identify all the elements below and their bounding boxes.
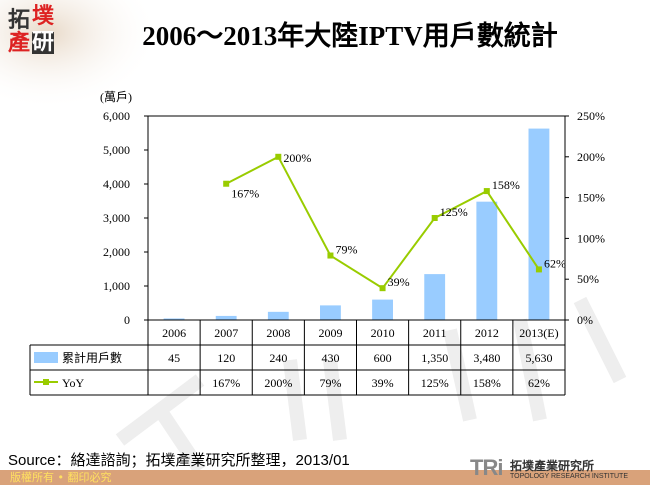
bar <box>372 299 393 320</box>
yoy-point <box>535 266 542 273</box>
logo-char: 拓 <box>8 8 31 33</box>
company-logo: 拓 墣 產 研 <box>8 6 60 56</box>
yoy-data-label: 79% <box>335 243 357 257</box>
yoy-value-cell: 167% <box>212 376 240 390</box>
bar-value-cell: 45 <box>168 351 180 365</box>
yoy-value-cell: 39% <box>372 376 394 390</box>
plot-frame <box>147 115 566 321</box>
footer-bar: 版權所有 • 翻印必究 <box>0 470 650 485</box>
left-tick-label: 0 <box>124 313 130 327</box>
category-label: 2008 <box>266 326 290 340</box>
yoy-point <box>431 215 438 221</box>
bar <box>424 274 446 320</box>
yoy-data-label: 200% <box>283 151 311 165</box>
bar-value-cell: 600 <box>374 351 392 365</box>
right-tick-label: 0% <box>577 313 593 327</box>
bar-value-cell: 5,630 <box>525 351 552 365</box>
yoy-point <box>275 153 282 160</box>
left-tick-label: 4,000 <box>103 177 130 191</box>
bar-value-cell: 430 <box>321 351 339 365</box>
left-tick-label: 3,000 <box>103 211 130 225</box>
category-label: 2009 <box>318 326 342 340</box>
right-tick-label: 200% <box>577 150 605 164</box>
category-label: 2012 <box>475 326 499 340</box>
category-label: 2011 <box>423 326 447 340</box>
category-label: 2010 <box>371 326 395 340</box>
bar <box>163 318 185 320</box>
bar-value-cell: 3,480 <box>473 351 500 365</box>
yoy-data-label: 62% <box>544 256 566 270</box>
right-tick-label: 50% <box>577 272 599 286</box>
yoy-point <box>379 285 386 292</box>
yoy-value-cell: 62% <box>528 376 550 390</box>
bar <box>215 315 237 320</box>
brand-cn: 拓墣產業研究所 <box>510 459 595 473</box>
left-tick-label: 6,000 <box>103 109 130 123</box>
left-tick-label: 2,000 <box>103 245 130 259</box>
copyright-text: 版權所有 • 翻印必究 <box>10 471 112 484</box>
bar-value-cell: 240 <box>269 351 287 365</box>
logo-char: 墣 <box>32 4 55 29</box>
yoy-point <box>327 252 334 259</box>
page-title: 2006～2013年大陸IPTV用戶數統計 <box>142 21 558 51</box>
logo-char: 產 <box>8 31 31 56</box>
right-tick-label: 250% <box>577 109 605 123</box>
right-tick-label: 150% <box>577 191 605 205</box>
yoy-value-cell: 125% <box>421 376 449 390</box>
legend-bar-swatch <box>34 352 58 363</box>
bar <box>528 128 550 320</box>
yoy-value-cell: 79% <box>319 376 341 390</box>
category-label: 2007 <box>214 326 238 340</box>
yoy-point <box>483 188 490 195</box>
legend-line-label: YoY <box>62 376 84 390</box>
category-label: 2006 <box>162 326 186 340</box>
yoy-data-label: 158% <box>492 178 520 192</box>
bar-value-cell: 120 <box>217 351 235 365</box>
bar <box>320 305 341 320</box>
bar <box>476 201 498 320</box>
yoy-data-label: 125% <box>440 205 468 219</box>
bar <box>267 311 289 320</box>
unit-label: (萬戶) <box>100 90 132 104</box>
legend-line-marker <box>43 379 49 385</box>
brand-mark: TRi <box>470 455 503 480</box>
category-label: 2013(E) <box>519 326 558 340</box>
bar-value-cell: 1,350 <box>421 351 448 365</box>
yoy-data-label: 167% <box>231 187 259 201</box>
left-tick-label: 5,000 <box>103 143 130 157</box>
left-tick-label: 1,000 <box>103 279 130 293</box>
yoy-point <box>223 180 230 187</box>
tri-logo: TRi 拓墣產業研究所 TOPOLOGY RESEARCH INSTITUTE <box>470 455 650 485</box>
right-tick-label: 100% <box>577 231 605 245</box>
legend-bar-label: 累計用戶數 <box>62 350 122 365</box>
source-note: Source：絡達諮詢；拓墣產業研究所整理，2013/01 <box>8 452 350 469</box>
yoy-data-label: 39% <box>388 275 410 289</box>
logo-char: 研 <box>32 30 55 55</box>
brand-en: TOPOLOGY RESEARCH INSTITUTE <box>510 473 628 480</box>
yoy-value-cell: 158% <box>473 376 501 390</box>
yoy-value-cell: 200% <box>264 376 292 390</box>
